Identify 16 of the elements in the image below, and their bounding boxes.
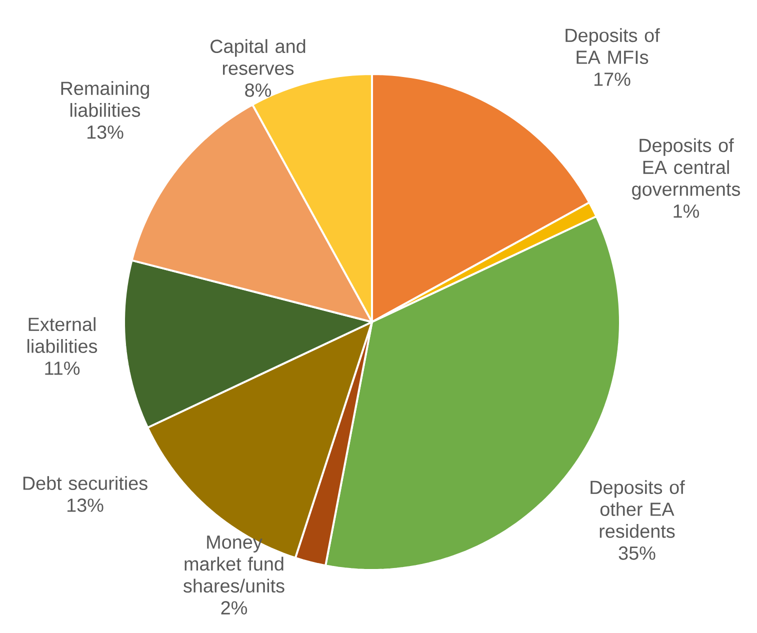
slice-label: Deposits of other EA residents (590, 480, 685, 538)
slice-label: External liabilities (28, 317, 98, 353)
data-label: 13% (87, 125, 124, 139)
data-label: 13% (67, 498, 104, 512)
data-label: 1% (674, 204, 699, 218)
data-label: 11% (45, 362, 80, 375)
data-label: 35% (618, 546, 656, 560)
data-label: 17% (594, 72, 630, 86)
slice-label: Remaining liabilities (61, 81, 149, 117)
slice-label: Deposits of EA central governments (632, 138, 740, 200)
slice-label: Deposits of EA MFIs (566, 28, 660, 64)
slice-label: Debt securities (23, 476, 148, 490)
slice-label: Capital and reserves (210, 39, 306, 75)
data-label: 2% (221, 601, 247, 614)
data-label: 8% (245, 83, 271, 97)
slice-label: Money market fund shares/units (184, 536, 284, 593)
